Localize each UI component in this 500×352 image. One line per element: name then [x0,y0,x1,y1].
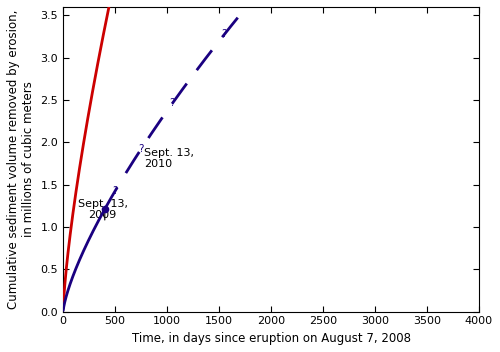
Text: ?: ? [222,30,227,39]
Text: ?: ? [112,186,118,196]
Text: Sept. 13,
2010: Sept. 13, 2010 [144,148,194,169]
Text: ?: ? [170,99,175,108]
X-axis label: Time, in days since eruption on August 7, 2008: Time, in days since eruption on August 7… [132,332,410,345]
Y-axis label: Cumulative sediment volume removed by erosion,
in millions of cubic meters: Cumulative sediment volume removed by er… [7,10,35,309]
Text: ?: ? [138,144,144,154]
Text: Sept. 13,
2009: Sept. 13, 2009 [78,199,128,220]
